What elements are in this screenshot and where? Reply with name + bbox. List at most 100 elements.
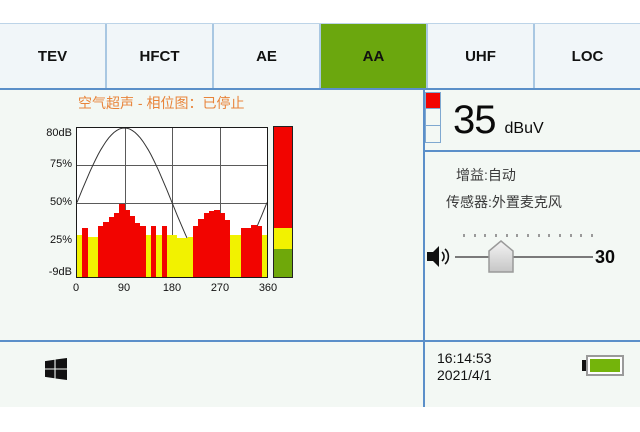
indicator-cell bbox=[425, 109, 441, 126]
phase-bar bbox=[129, 215, 136, 277]
gridline bbox=[124, 128, 126, 277]
gridline bbox=[219, 128, 221, 277]
battery-fill bbox=[590, 359, 620, 372]
indicator-cell-filled bbox=[425, 92, 441, 109]
phase-bar bbox=[256, 226, 262, 277]
phase-bar bbox=[219, 212, 225, 277]
statusbar-divider bbox=[0, 340, 640, 342]
level-reading: 35 dBuV bbox=[453, 98, 544, 143]
y-axis-tick: -9dB bbox=[48, 266, 72, 278]
battery-body bbox=[586, 355, 624, 376]
tab-label: HFCT bbox=[139, 47, 180, 65]
tab-label: TEV bbox=[37, 47, 68, 65]
phase-bar bbox=[119, 204, 125, 277]
indicator-cells bbox=[425, 92, 442, 143]
phase-bar bbox=[92, 236, 99, 277]
battery-icon bbox=[582, 355, 624, 376]
x-axis-tick: 360 bbox=[258, 282, 278, 294]
chart-title: 空气超声 - 相位图：已停止 bbox=[78, 95, 245, 111]
phase-bar bbox=[240, 227, 246, 277]
phase-bar bbox=[251, 224, 257, 277]
slider-tick bbox=[505, 234, 508, 237]
phase-bars bbox=[77, 128, 268, 277]
phase-bar bbox=[161, 226, 167, 277]
panel-divider bbox=[423, 89, 425, 407]
phase-bar bbox=[235, 235, 241, 277]
x-axis-tick: 180 bbox=[162, 282, 182, 294]
tab-uhf[interactable]: UHF bbox=[426, 24, 533, 88]
phase-bar bbox=[177, 238, 183, 277]
level-bar bbox=[273, 126, 293, 278]
x-axis-tick: 270 bbox=[210, 282, 230, 294]
phase-bar bbox=[87, 236, 93, 277]
tab-label: AE bbox=[256, 47, 277, 65]
phase-bar bbox=[82, 227, 88, 277]
clock: 16:14:53 2021/4/1 bbox=[437, 350, 492, 384]
phase-bar bbox=[182, 238, 188, 277]
phase-bar bbox=[198, 218, 204, 277]
level-bar-segment bbox=[274, 127, 292, 228]
phase-bar bbox=[108, 217, 114, 277]
level-bar-segment bbox=[274, 249, 292, 277]
phase-bar bbox=[193, 226, 199, 277]
slider-tick bbox=[473, 234, 476, 237]
phase-bar bbox=[246, 227, 252, 277]
time-text: 16:14:53 bbox=[437, 350, 492, 366]
slider-tick bbox=[590, 234, 593, 237]
slider-tick bbox=[484, 234, 487, 237]
gain-label: 增益:自动 bbox=[456, 167, 516, 183]
windows-logo-icon bbox=[45, 358, 67, 380]
mode-tabbar: TEV HFCT AE AA UHF LOC bbox=[0, 23, 640, 90]
reading-unit: dBuV bbox=[504, 120, 544, 137]
phase-bar bbox=[230, 235, 236, 277]
tab-ae[interactable]: AE bbox=[212, 24, 319, 88]
tab-loc[interactable]: LOC bbox=[533, 24, 640, 88]
slider-tick bbox=[463, 234, 465, 237]
phase-bar bbox=[77, 235, 83, 277]
y-axis-tick: 50% bbox=[49, 196, 72, 208]
volume-slider-track[interactable] bbox=[455, 256, 593, 258]
slider-tick bbox=[516, 234, 519, 237]
phase-bar bbox=[187, 236, 194, 277]
phase-bar bbox=[150, 226, 157, 277]
tab-label: LOC bbox=[571, 47, 604, 65]
indicator-cell bbox=[425, 126, 441, 143]
phase-bar bbox=[261, 235, 268, 277]
windows-start-button[interactable] bbox=[45, 358, 67, 380]
slider-tick bbox=[537, 234, 540, 237]
slider-tick bbox=[548, 234, 551, 237]
phase-bar bbox=[145, 235, 151, 277]
level-bar-segment bbox=[274, 227, 292, 250]
tab-tev[interactable]: TEV bbox=[0, 24, 105, 88]
y-axis-tick: 25% bbox=[49, 234, 72, 246]
tab-aa[interactable]: AA bbox=[319, 24, 426, 88]
y-axis-tick: 75% bbox=[49, 158, 72, 170]
speaker-icon[interactable] bbox=[427, 245, 454, 268]
battery-terminal bbox=[582, 360, 586, 371]
phase-bar bbox=[98, 226, 104, 277]
tab-label: UHF bbox=[465, 47, 496, 65]
tab-hfct[interactable]: HFCT bbox=[105, 24, 212, 88]
slider-tick bbox=[558, 234, 561, 237]
reading-divider bbox=[425, 150, 640, 152]
phase-bar bbox=[209, 211, 215, 277]
phase-plot bbox=[76, 127, 268, 278]
slider-tick bbox=[580, 234, 583, 237]
phase-bar bbox=[172, 235, 178, 277]
tab-label: AA bbox=[362, 47, 385, 65]
volume-slider-thumb[interactable] bbox=[488, 240, 514, 273]
phase-bar bbox=[113, 212, 120, 277]
slider-tick bbox=[494, 234, 497, 237]
volume-value: 30 bbox=[595, 247, 616, 267]
phase-bar bbox=[214, 209, 220, 277]
date-text: 2021/4/1 bbox=[437, 367, 492, 383]
phase-bar bbox=[166, 235, 173, 277]
slider-tick bbox=[526, 234, 529, 237]
info-panel bbox=[425, 90, 640, 407]
reading-value: 35 bbox=[453, 98, 496, 142]
phase-bar bbox=[224, 220, 231, 277]
phase-bar bbox=[103, 221, 109, 277]
sensor-label: 传感器:外置麦克风 bbox=[446, 194, 562, 210]
slider-tick bbox=[569, 234, 572, 237]
